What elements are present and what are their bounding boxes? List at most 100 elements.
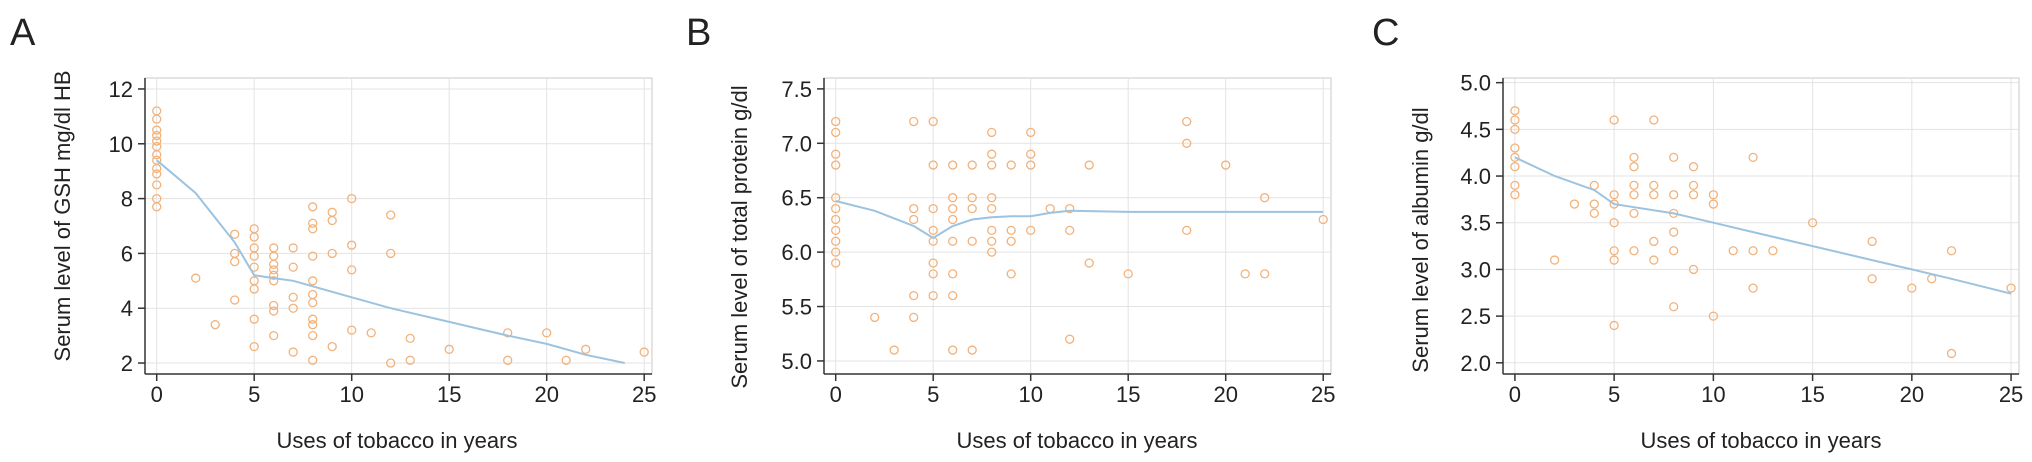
x-axis-label: Uses of tobacco in years xyxy=(1641,428,1882,453)
y-tick-label: 2.0 xyxy=(1460,351,1491,376)
data-point xyxy=(542,328,552,338)
data-point xyxy=(1669,227,1679,237)
data-point xyxy=(269,259,279,270)
data-point xyxy=(1629,162,1639,172)
data-point xyxy=(347,193,357,204)
data-point xyxy=(928,203,938,214)
data-point xyxy=(366,328,376,338)
data-point xyxy=(288,243,298,253)
data-point xyxy=(249,251,259,261)
data-point xyxy=(1649,236,1659,247)
data-point xyxy=(909,290,919,301)
data-point xyxy=(405,355,415,365)
data-point xyxy=(1026,160,1036,170)
data-point xyxy=(948,345,958,355)
data-point xyxy=(948,236,958,246)
data-point xyxy=(347,325,357,335)
data-point xyxy=(327,248,337,259)
data-point xyxy=(948,160,958,170)
y-tick-label: 12 xyxy=(109,77,133,102)
data-point xyxy=(948,214,958,225)
plot-frame xyxy=(1502,77,2020,375)
data-point xyxy=(928,225,938,236)
x-tick-label: 10 xyxy=(1701,382,1725,407)
data-point xyxy=(1649,255,1659,265)
data-point xyxy=(1026,225,1036,236)
data-point xyxy=(152,180,162,190)
data-point xyxy=(308,276,318,286)
data-point xyxy=(152,114,162,124)
data-point xyxy=(288,347,298,357)
data-point xyxy=(308,314,318,324)
y-tick-label: 3.0 xyxy=(1460,257,1491,282)
data-point xyxy=(269,276,279,286)
data-point xyxy=(1006,160,1016,170)
data-point xyxy=(1669,190,1679,200)
y-tick-label: 2.5 xyxy=(1460,304,1491,329)
data-point xyxy=(928,116,938,127)
data-point xyxy=(987,225,997,236)
data-point xyxy=(831,247,841,257)
data-point xyxy=(1629,152,1639,163)
data-point xyxy=(1510,180,1520,191)
data-point xyxy=(1688,264,1699,275)
data-point xyxy=(831,225,841,236)
data-point xyxy=(987,160,997,170)
data-point xyxy=(249,341,259,352)
data-point xyxy=(1807,218,1818,228)
data-point xyxy=(1260,193,1270,203)
x-tick-label: 25 xyxy=(1311,382,1335,407)
y-tick-label: 5.0 xyxy=(1460,71,1491,96)
y-tick-label: 4.5 xyxy=(1460,117,1491,142)
data-point xyxy=(1510,143,1520,153)
data-point xyxy=(327,341,337,352)
data-point xyxy=(152,136,162,146)
data-point xyxy=(1065,225,1075,236)
y-tick-label: 7.5 xyxy=(781,77,812,102)
y-axis-label: Serum level of albumin g/dl xyxy=(1408,107,1433,372)
data-point xyxy=(1006,236,1016,246)
data-point xyxy=(1318,214,1328,225)
data-point xyxy=(948,290,958,301)
data-point xyxy=(909,203,919,214)
data-point xyxy=(987,236,997,246)
data-point xyxy=(308,330,318,341)
x-tick-label: 10 xyxy=(339,382,363,407)
data-point xyxy=(269,270,279,280)
data-point xyxy=(1065,334,1075,344)
x-tick-label: 15 xyxy=(437,382,461,407)
data-point xyxy=(1946,348,1957,359)
data-point xyxy=(308,251,318,261)
data-point xyxy=(1026,127,1036,138)
y-tick-label: 6 xyxy=(121,241,133,266)
data-point xyxy=(503,328,513,338)
data-point xyxy=(1510,190,1520,200)
data-point xyxy=(347,265,357,275)
data-point xyxy=(1510,162,1520,172)
data-point xyxy=(1629,190,1639,200)
data-point xyxy=(386,358,396,368)
data-point xyxy=(1589,208,1599,219)
data-point xyxy=(386,248,396,259)
data-point xyxy=(249,284,259,294)
data-point xyxy=(1221,160,1231,170)
data-point xyxy=(1589,199,1599,209)
data-point xyxy=(831,127,841,138)
data-point xyxy=(1708,190,1719,200)
data-point xyxy=(405,333,415,344)
data-point xyxy=(1867,274,1877,284)
data-point xyxy=(987,247,997,257)
data-point xyxy=(1084,258,1094,268)
data-point xyxy=(928,290,938,301)
data-point xyxy=(831,203,841,214)
y-tick-label: 5.0 xyxy=(781,349,812,374)
data-point xyxy=(909,116,919,127)
data-point xyxy=(1609,246,1619,256)
x-tick-label: 0 xyxy=(830,382,842,407)
data-point xyxy=(909,312,919,323)
y-tick-label: 4.0 xyxy=(1460,164,1491,189)
y-tick-label: 2 xyxy=(121,351,133,376)
data-point xyxy=(1006,269,1016,279)
data-point xyxy=(1549,255,1560,265)
data-point xyxy=(2006,283,2016,293)
